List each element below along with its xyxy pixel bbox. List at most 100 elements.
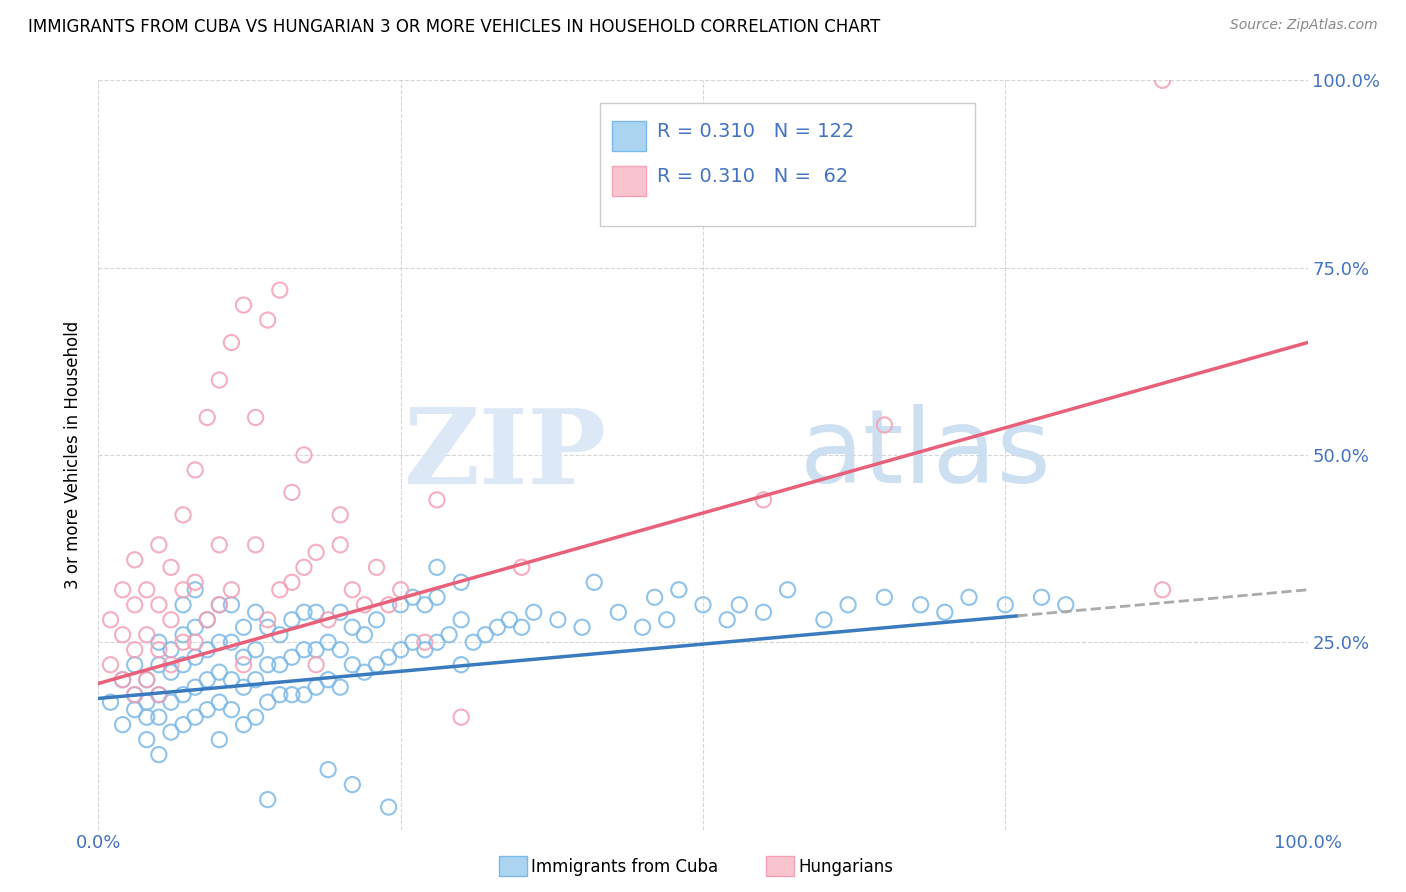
Point <box>305 642 328 657</box>
Point <box>837 598 859 612</box>
Point <box>232 650 254 665</box>
Point <box>957 591 980 605</box>
Point <box>245 642 267 657</box>
Point <box>195 703 218 717</box>
Point <box>148 688 170 702</box>
Point <box>292 605 315 619</box>
Point <box>728 598 751 612</box>
Point <box>111 673 134 687</box>
Point <box>160 657 183 672</box>
Point <box>148 598 170 612</box>
Point <box>668 582 690 597</box>
Point <box>184 635 207 649</box>
Point <box>160 665 183 680</box>
Point <box>389 582 412 597</box>
Point <box>366 657 388 672</box>
Point <box>135 673 157 687</box>
Point <box>208 598 231 612</box>
Point <box>1152 582 1174 597</box>
Point <box>245 710 267 724</box>
Point <box>910 598 932 612</box>
Point <box>426 591 449 605</box>
Bar <box>600 103 976 227</box>
Point <box>607 605 630 619</box>
Point <box>124 553 146 567</box>
Point <box>148 747 170 762</box>
Point <box>292 642 315 657</box>
Point <box>221 703 243 717</box>
Point <box>124 598 146 612</box>
Point <box>256 620 278 634</box>
Point <box>329 680 352 694</box>
Point <box>305 545 328 559</box>
Point <box>195 642 218 657</box>
Point <box>1031 591 1053 605</box>
Point <box>172 628 194 642</box>
Point <box>184 575 207 590</box>
Point <box>256 657 278 672</box>
Point <box>100 695 122 709</box>
Point <box>184 463 207 477</box>
Point <box>305 605 328 619</box>
Point <box>172 688 194 702</box>
Point <box>184 650 207 665</box>
Point <box>232 680 254 694</box>
Point <box>342 620 364 634</box>
Point <box>256 792 278 806</box>
Point <box>329 508 352 522</box>
Point <box>281 575 304 590</box>
Text: R = 0.310   N =  62: R = 0.310 N = 62 <box>657 167 848 186</box>
Point <box>692 598 714 612</box>
Point <box>329 642 352 657</box>
Point <box>100 613 122 627</box>
Point <box>245 538 267 552</box>
Point <box>281 650 304 665</box>
Point <box>208 695 231 709</box>
Point <box>426 635 449 649</box>
Point <box>450 657 472 672</box>
Point <box>269 582 291 597</box>
Point <box>269 688 291 702</box>
Point <box>316 673 339 687</box>
Point <box>100 657 122 672</box>
Point <box>208 538 231 552</box>
Point <box>221 582 243 597</box>
Point <box>148 710 170 724</box>
Point <box>195 410 218 425</box>
Point <box>776 582 799 597</box>
Point <box>716 613 738 627</box>
Point <box>644 591 666 605</box>
Point <box>245 605 267 619</box>
Point <box>135 628 157 642</box>
Point <box>389 598 412 612</box>
Point <box>463 635 485 649</box>
Point <box>655 613 678 627</box>
Point <box>450 575 472 590</box>
Point <box>160 613 183 627</box>
Point <box>366 560 388 574</box>
Point <box>111 673 134 687</box>
Text: ZIP: ZIP <box>404 404 606 506</box>
Point <box>221 598 243 612</box>
Point <box>232 657 254 672</box>
Point <box>208 373 231 387</box>
Point <box>329 605 352 619</box>
Point <box>353 628 375 642</box>
Point <box>510 560 533 574</box>
Point <box>195 673 218 687</box>
Point <box>813 613 835 627</box>
Text: Hungarians: Hungarians <box>799 858 894 876</box>
Point <box>450 613 472 627</box>
Point <box>413 642 436 657</box>
Point <box>752 605 775 619</box>
Point <box>135 732 157 747</box>
Text: IMMIGRANTS FROM CUBA VS HUNGARIAN 3 OR MORE VEHICLES IN HOUSEHOLD CORRELATION CH: IMMIGRANTS FROM CUBA VS HUNGARIAN 3 OR M… <box>28 18 880 36</box>
Point <box>342 778 364 792</box>
Point <box>631 620 654 634</box>
Point <box>281 485 304 500</box>
Point <box>184 620 207 634</box>
Text: Source: ZipAtlas.com: Source: ZipAtlas.com <box>1230 18 1378 32</box>
Text: Immigrants from Cuba: Immigrants from Cuba <box>531 858 718 876</box>
Point <box>148 642 170 657</box>
Point <box>172 582 194 597</box>
